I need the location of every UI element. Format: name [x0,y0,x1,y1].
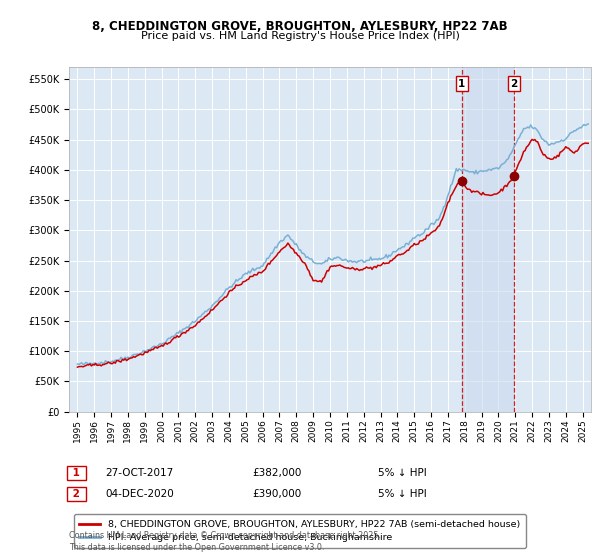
Text: £382,000: £382,000 [252,468,301,478]
Text: 8, CHEDDINGTON GROVE, BROUGHTON, AYLESBURY, HP22 7AB: 8, CHEDDINGTON GROVE, BROUGHTON, AYLESBU… [92,20,508,32]
Text: £390,000: £390,000 [252,489,301,499]
Text: Price paid vs. HM Land Registry's House Price Index (HPI): Price paid vs. HM Land Registry's House … [140,31,460,41]
Text: 1: 1 [458,78,466,88]
Legend: 8, CHEDDINGTON GROVE, BROUGHTON, AYLESBURY, HP22 7AB (semi-detached house), HPI:: 8, CHEDDINGTON GROVE, BROUGHTON, AYLESBU… [74,515,526,548]
Text: 04-DEC-2020: 04-DEC-2020 [105,489,174,499]
Text: 2: 2 [510,78,518,88]
Text: 1: 1 [69,468,83,478]
Bar [462,67,514,412]
Text: 2: 2 [69,489,83,499]
Text: 5% ↓ HPI: 5% ↓ HPI [378,468,427,478]
Text: 5% ↓ HPI: 5% ↓ HPI [378,489,427,499]
Text: 27-OCT-2017: 27-OCT-2017 [105,468,173,478]
Text: Contains HM Land Registry data © Crown copyright and database right 2025.
This d: Contains HM Land Registry data © Crown c… [69,531,381,552]
